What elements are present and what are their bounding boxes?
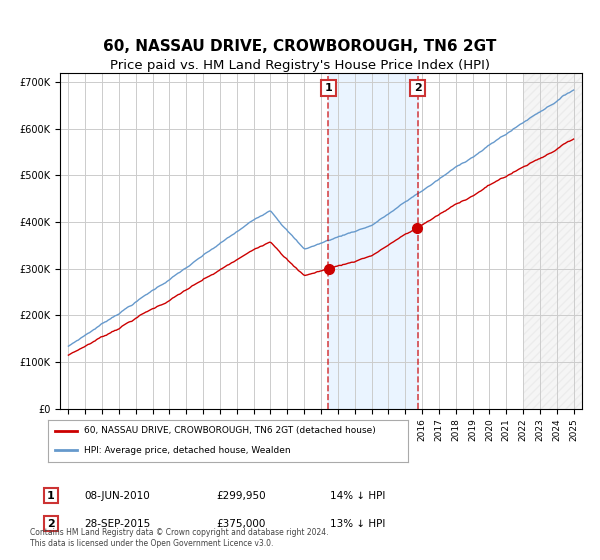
Text: 13% ↓ HPI: 13% ↓ HPI xyxy=(330,519,385,529)
Text: 60, NASSAU DRIVE, CROWBOROUGH, TN6 2GT (detached house): 60, NASSAU DRIVE, CROWBOROUGH, TN6 2GT (… xyxy=(84,426,376,435)
Bar xyxy=(328,73,418,409)
Bar xyxy=(523,73,582,409)
Text: 2: 2 xyxy=(47,519,55,529)
Text: 28-SEP-2015: 28-SEP-2015 xyxy=(84,519,150,529)
Text: 2: 2 xyxy=(414,83,422,93)
Text: 1: 1 xyxy=(325,83,332,93)
Text: Price paid vs. HM Land Registry's House Price Index (HPI): Price paid vs. HM Land Registry's House … xyxy=(110,59,490,72)
Text: £299,950: £299,950 xyxy=(216,491,266,501)
Text: 1: 1 xyxy=(47,491,55,501)
Text: 14% ↓ HPI: 14% ↓ HPI xyxy=(330,491,385,501)
Text: Contains HM Land Registry data © Crown copyright and database right 2024.
This d: Contains HM Land Registry data © Crown c… xyxy=(30,528,329,548)
Text: HPI: Average price, detached house, Wealden: HPI: Average price, detached house, Weal… xyxy=(84,446,290,455)
Text: 60, NASSAU DRIVE, CROWBOROUGH, TN6 2GT: 60, NASSAU DRIVE, CROWBOROUGH, TN6 2GT xyxy=(103,39,497,54)
Text: 08-JUN-2010: 08-JUN-2010 xyxy=(84,491,150,501)
Text: £375,000: £375,000 xyxy=(216,519,265,529)
